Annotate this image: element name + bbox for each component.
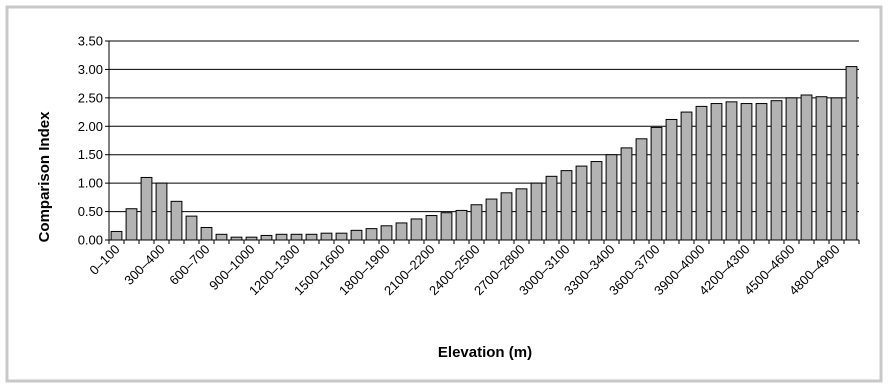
bar [440, 212, 453, 241]
bar [740, 103, 753, 241]
bar [815, 96, 828, 241]
bar [800, 94, 813, 241]
bar [260, 234, 273, 241]
bar [725, 101, 738, 241]
y-tick-label: 3.00 [78, 62, 103, 77]
bar [215, 233, 228, 241]
bar [635, 138, 648, 241]
bar [275, 233, 288, 241]
bar [365, 228, 378, 241]
bar [350, 229, 363, 241]
bar [545, 175, 558, 241]
bar [335, 232, 348, 241]
y-tick-labels: 0.00 0.50 1.00 1.50 2.00 2.50 3.00 3.50 [78, 34, 109, 248]
bar [530, 182, 543, 241]
bar [620, 147, 633, 241]
bar [185, 215, 198, 241]
bar [455, 209, 468, 241]
y-tick-label: 2.00 [78, 119, 103, 134]
bar [695, 105, 708, 241]
bar [710, 103, 723, 241]
bar [605, 154, 618, 241]
bar [410, 218, 423, 241]
bar [590, 161, 603, 241]
bar [425, 215, 438, 241]
bar [680, 111, 693, 241]
bar [200, 226, 213, 241]
bar [515, 188, 528, 241]
bar [665, 118, 678, 241]
bar [830, 97, 843, 241]
y-tick-label: 1.00 [78, 176, 103, 191]
bar [395, 222, 408, 241]
y-tick-label: 0.50 [78, 204, 103, 219]
bar [155, 182, 168, 241]
bar [575, 165, 588, 241]
bar [755, 103, 768, 241]
bar [380, 225, 393, 241]
bar [125, 208, 138, 241]
y-tick-label: 2.50 [78, 90, 103, 105]
y-tick-label: 0.00 [78, 233, 103, 248]
bar [470, 204, 483, 241]
bar [500, 192, 513, 241]
y-tick-label: 1.50 [78, 147, 103, 162]
bar [140, 176, 153, 241]
bar [770, 100, 783, 241]
bar [650, 126, 663, 241]
bar [290, 233, 303, 241]
bar [170, 200, 183, 241]
bar [785, 97, 798, 241]
y-tick-label: 3.50 [78, 34, 103, 49]
bar [485, 198, 498, 241]
y-axis-title: Comparison Index [36, 111, 53, 243]
bar [305, 233, 318, 241]
x-axis-title: Elevation (m) [438, 344, 532, 361]
bar [320, 232, 333, 241]
bar [845, 66, 858, 241]
bar [110, 230, 123, 241]
bar [560, 170, 573, 241]
